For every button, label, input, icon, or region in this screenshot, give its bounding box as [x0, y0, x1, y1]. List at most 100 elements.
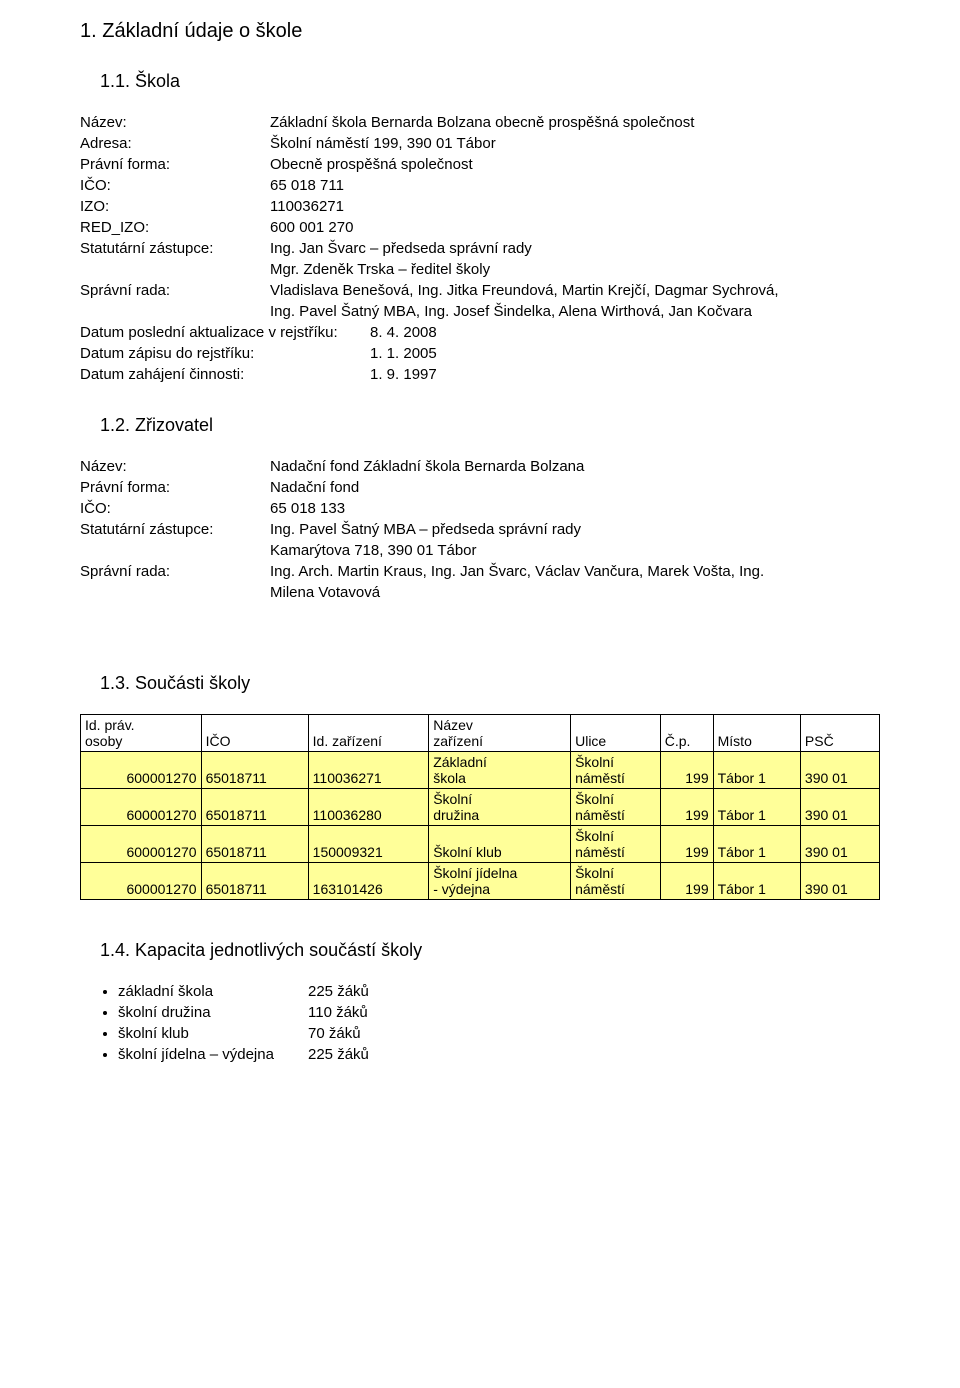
- col-id-zar: Id. zařízení: [308, 715, 429, 752]
- section-1-1-title: 1.1. Škola: [100, 71, 880, 92]
- cell: Školnínáměstí: [571, 826, 661, 863]
- label-registration-date: Datum zápisu do rejstříku:: [80, 343, 370, 364]
- list-item: školní klub 70 žáků: [118, 1023, 880, 1044]
- cell: Tábor 1: [713, 752, 800, 789]
- cell: 65018711: [201, 863, 308, 900]
- value-redizo: 600 001 270: [270, 217, 880, 238]
- cell: Školní jídelna- výdejna: [429, 863, 571, 900]
- cell: 110036271: [308, 752, 429, 789]
- cell: 600001270: [81, 752, 202, 789]
- cell: 199: [660, 863, 713, 900]
- col-ulice: Ulice: [571, 715, 661, 752]
- cell: Školnínáměstí: [571, 752, 661, 789]
- capacity-label: základní škola: [118, 981, 308, 1002]
- cell: 390 01: [800, 789, 879, 826]
- school-details: Název:Základní škola Bernarda Bolzana ob…: [80, 112, 880, 385]
- cell: Školní klub: [429, 826, 571, 863]
- capacity-value: 225 žáků: [308, 981, 369, 1002]
- table-row: 60000127065018711163101426Školní jídelna…: [81, 863, 880, 900]
- capacity-label: školní družina: [118, 1002, 308, 1023]
- value-legal-form: Obecně prospěšná společnost: [270, 154, 880, 175]
- value-founder-legal-form: Nadační fond: [270, 477, 880, 498]
- value-registration-date: 1. 1. 2005: [370, 343, 880, 364]
- list-item: školní jídelna – výdejna225 žáků: [118, 1044, 880, 1065]
- cell: 199: [660, 789, 713, 826]
- cell: 600001270: [81, 789, 202, 826]
- cell: 65018711: [201, 789, 308, 826]
- cell: 110036280: [308, 789, 429, 826]
- cell: Tábor 1: [713, 863, 800, 900]
- col-id-prav: Id. práv.osoby: [81, 715, 202, 752]
- list-item: základní škola225 žáků: [118, 981, 880, 1002]
- label-address: Adresa:: [80, 133, 270, 154]
- value-ico: 65 018 711: [270, 175, 880, 196]
- label-statutory: Statutární zástupce:: [80, 238, 270, 259]
- col-misto: Místo: [713, 715, 800, 752]
- label-start-date: Datum zahájení činnosti:: [80, 364, 370, 385]
- table-row: 60000127065018711110036280ŠkolnídružinaŠ…: [81, 789, 880, 826]
- value-address: Školní náměstí 199, 390 01 Tábor: [270, 133, 880, 154]
- cell: 199: [660, 826, 713, 863]
- capacity-value: 70 žáků: [308, 1023, 361, 1044]
- col-ico: IČO: [201, 715, 308, 752]
- capacity-value: 225 žáků: [308, 1044, 369, 1065]
- section-1-3-title: 1.3. Součásti školy: [100, 673, 880, 694]
- label-founder-statutory: Statutární zástupce:: [80, 519, 270, 540]
- label-founder-ico: IČO:: [80, 498, 270, 519]
- value-board-1: Vladislava Benešová, Ing. Jitka Freundov…: [270, 280, 880, 301]
- label-last-update: Datum poslední aktualizace v rejstříku:: [80, 322, 370, 343]
- cell: 199: [660, 752, 713, 789]
- list-item: školní družina110 žáků: [118, 1002, 880, 1023]
- value-founder-statutory-1: Ing. Pavel Šatný MBA – předseda správní …: [270, 519, 880, 540]
- value-board-2: Ing. Pavel Šatný MBA, Ing. Josef Šindelk…: [270, 301, 880, 322]
- label-redizo: RED_IZO:: [80, 217, 270, 238]
- value-founder-name: Nadační fond Základní škola Bernarda Bol…: [270, 456, 880, 477]
- cell: Školnínáměstí: [571, 789, 661, 826]
- capacity-value: 110 žáků: [308, 1002, 368, 1023]
- col-cp: Č.p.: [660, 715, 713, 752]
- value-statutory-2: Mgr. Zdeněk Trska – ředitel školy: [270, 259, 880, 280]
- value-founder-board-1: Ing. Arch. Martin Kraus, Ing. Jan Švarc,…: [270, 561, 880, 582]
- value-start-date: 1. 9. 1997: [370, 364, 880, 385]
- founder-details: Název:Nadační fond Základní škola Bernar…: [80, 456, 880, 603]
- cell: Základníškola: [429, 752, 571, 789]
- label-founder-legal-form: Právní forma:: [80, 477, 270, 498]
- capacity-label: školní klub: [118, 1023, 308, 1044]
- cell: 390 01: [800, 752, 879, 789]
- capacity-label: školní jídelna – výdejna: [118, 1044, 308, 1065]
- label-legal-form: Právní forma:: [80, 154, 270, 175]
- value-last-update: 8. 4. 2008: [370, 322, 880, 343]
- value-founder-ico: 65 018 133: [270, 498, 880, 519]
- table-row: 60000127065018711110036271ZákladníškolaŠ…: [81, 752, 880, 789]
- parts-table: Id. práv.osoby IČO Id. zařízení Názevzař…: [80, 714, 880, 900]
- value-izo: 110036271: [270, 196, 880, 217]
- cell: Tábor 1: [713, 826, 800, 863]
- cell: 390 01: [800, 863, 879, 900]
- label-board: Správní rada:: [80, 280, 270, 301]
- cell: Školnínáměstí: [571, 863, 661, 900]
- cell: 163101426: [308, 863, 429, 900]
- col-psc: PSČ: [800, 715, 879, 752]
- value-founder-statutory-2: Kamarýtova 718, 390 01 Tábor: [270, 540, 880, 561]
- value-founder-board-2: Milena Votavová: [270, 582, 880, 603]
- section-1-2-title: 1.2. Zřizovatel: [100, 415, 880, 436]
- cell: 600001270: [81, 826, 202, 863]
- cell: 65018711: [201, 752, 308, 789]
- cell: Tábor 1: [713, 789, 800, 826]
- label-founder-board: Správní rada:: [80, 561, 270, 582]
- capacity-list: základní škola225 žákůškolní družina110 …: [118, 981, 880, 1065]
- label-ico: IČO:: [80, 175, 270, 196]
- cell: 600001270: [81, 863, 202, 900]
- col-nazev: Názevzařízení: [429, 715, 571, 752]
- table-header-row: Id. práv.osoby IČO Id. zařízení Názevzař…: [81, 715, 880, 752]
- section-1-title: 1. Základní údaje o škole: [80, 20, 880, 43]
- label-name: Název:: [80, 112, 270, 133]
- document-page: 1. Základní údaje o škole 1.1. Škola Náz…: [0, 0, 960, 1105]
- cell: Školnídružina: [429, 789, 571, 826]
- label-izo: IZO:: [80, 196, 270, 217]
- cell: 390 01: [800, 826, 879, 863]
- label-founder-name: Název:: [80, 456, 270, 477]
- cell: 65018711: [201, 826, 308, 863]
- cell: 150009321: [308, 826, 429, 863]
- table-row: 60000127065018711150009321Školní klubŠko…: [81, 826, 880, 863]
